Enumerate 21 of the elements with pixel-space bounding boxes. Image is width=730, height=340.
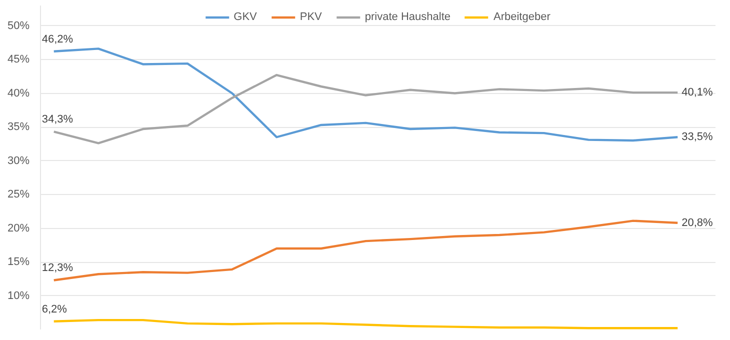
data-label: 40,1% <box>682 86 714 99</box>
legend-label: private Haushalte <box>364 11 450 23</box>
y-tick-label: 10% <box>7 290 30 302</box>
data-label: 12,3% <box>42 262 74 274</box>
legend-label: GKV <box>234 11 257 23</box>
data-label: 33,5% <box>682 131 714 144</box>
y-tick-label: 45% <box>7 54 30 66</box>
data-label: 34,3% <box>42 114 74 126</box>
y-tick-label: 30% <box>7 154 30 167</box>
y-tick-label: 25% <box>7 188 30 200</box>
data-label: 20,8% <box>682 216 714 229</box>
data-label: 46,2% <box>42 33 74 46</box>
y-tick-label: 50% <box>7 20 30 32</box>
y-tick-label: 40% <box>7 87 30 100</box>
y-tick-label: 15% <box>7 256 30 268</box>
y-tick-label: 35% <box>7 121 30 133</box>
legend-label: Arbeitgeber <box>493 11 550 23</box>
y-tick-label: 20% <box>7 222 30 234</box>
data-label: 6,2% <box>42 303 68 316</box>
line-series <box>52 318 679 330</box>
legend-label: PKV <box>300 11 322 23</box>
